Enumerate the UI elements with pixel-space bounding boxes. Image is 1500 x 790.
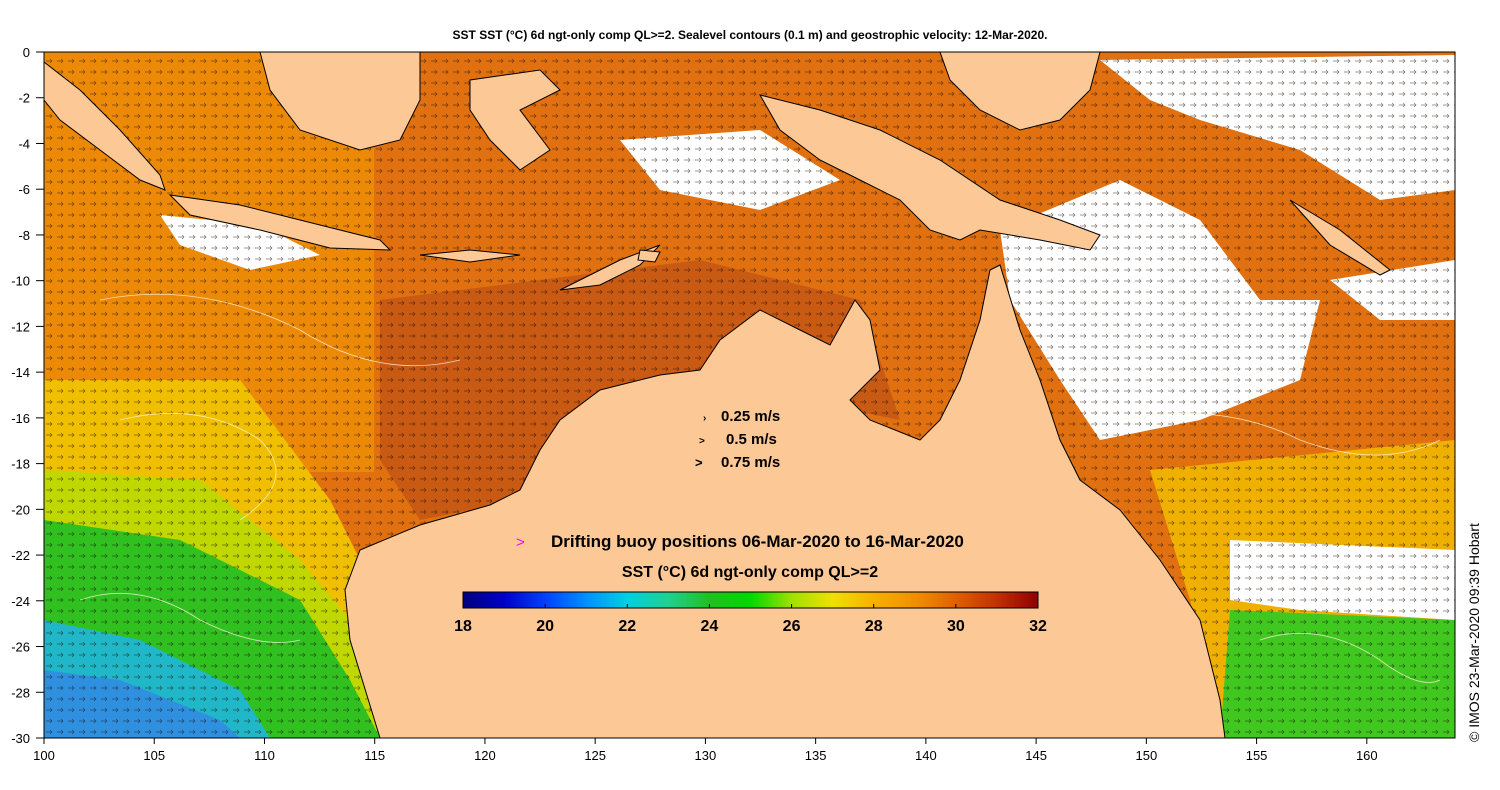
land-aru (637, 249, 661, 263)
plot-frame (43, 51, 1456, 739)
x-tick-label: 155 (1246, 748, 1268, 763)
colorbar-title: SST (°C) 6d ngt-only comp QL>=2 (622, 564, 878, 581)
y-tick-label: -26 (11, 640, 30, 655)
y-tick-label: -2 (18, 91, 30, 106)
x-tick-label: 145 (1025, 748, 1047, 763)
velocity-legend: › 0.25 m/s > 0.5 m/s > 0.75 m/s (695, 408, 780, 471)
colorbar-tick-label: 18 (454, 618, 472, 635)
land-masses (44, 52, 1391, 738)
x-tick-label: 135 (805, 748, 827, 763)
x-tick-label: 100 (33, 748, 55, 763)
land-australia (344, 264, 1226, 738)
y-tick-label: -20 (11, 502, 30, 517)
credit-text: © IMOS 23-Mar-2020 09:39 Hobart (1466, 523, 1482, 742)
y-tick-label: 0 (23, 45, 30, 60)
y-tick-label: -14 (11, 365, 30, 380)
y-tick-label: -28 (11, 685, 30, 700)
land-new-guinea-north (939, 52, 1101, 131)
x-tick-label: 150 (1135, 748, 1157, 763)
land-flores (419, 249, 521, 263)
y-tick-label: -4 (18, 136, 30, 151)
velocity-symbol-3: > (695, 455, 703, 470)
x-tick-label: 130 (695, 748, 717, 763)
x-tick-label: 160 (1356, 748, 1378, 763)
colorbar-tick-label: 26 (783, 618, 801, 635)
map-title: SST SST (°C) 6d ngt-only comp QL>=2. Sea… (452, 28, 1048, 42)
x-tick-label: 110 (254, 748, 275, 763)
colorbar-tick-label: 24 (701, 618, 719, 635)
land-new-guinea (758, 94, 1101, 251)
y-tick-label: -22 (11, 548, 30, 563)
colorbar-tick-label: 32 (1029, 618, 1047, 635)
x-axis: 100 105 110 115 120 125 130 135 140 145 150 155 160 (33, 738, 1378, 763)
x-tick-label: 120 (474, 748, 496, 763)
colorbar-tick-label: 22 (618, 618, 636, 635)
map-plot (44, 52, 1455, 738)
buoy-legend: > Drifting buoy positions 06-Mar-2020 to… (516, 532, 964, 551)
y-tick-label: -24 (11, 594, 30, 609)
x-tick-label: 105 (143, 748, 165, 763)
colorbar-tick-label: 28 (865, 618, 883, 635)
y-tick-label: -6 (18, 182, 30, 197)
velocity-symbol-2: > (699, 436, 705, 447)
sealevel-contours (79, 293, 1441, 683)
velocity-label-3: 0.75 m/s (721, 454, 780, 471)
x-tick-label: 125 (584, 748, 606, 763)
land-sumatra (44, 61, 166, 191)
colorbar: SST (°C) 6d ngt-only comp QL>=2 18 20 22 24… (454, 564, 1047, 635)
land-borneo (259, 52, 421, 151)
y-tick-label: -12 (11, 319, 30, 334)
land-solomon (1289, 199, 1391, 276)
colorbar-ticks: 18 20 22 24 26 28 30 32 (454, 604, 1047, 635)
land-java (168, 194, 392, 251)
y-tick-label: -8 (18, 228, 30, 243)
velocity-label-1: 0.25 m/s (721, 408, 780, 425)
y-axis: 0 -2 -4 -6 -8 -10 -12 -14 -16 -18 -20 -22 -24 -26 -28 -… (11, 45, 44, 746)
velocity-label-2: 0.5 m/s (726, 431, 777, 448)
y-tick-label: -16 (11, 411, 30, 426)
colorbar-tick-label: 30 (947, 618, 965, 635)
y-tick-label: -10 (11, 274, 30, 289)
x-tick-label: 140 (915, 748, 937, 763)
x-tick-label: 115 (364, 748, 385, 763)
velocity-symbol-1: › (703, 413, 706, 424)
y-tick-label: -18 (11, 457, 30, 472)
buoy-symbol: > (516, 534, 525, 551)
colorbar-scale (462, 591, 1039, 609)
y-tick-label: -30 (11, 731, 30, 746)
buoy-label: Drifting buoy positions 06-Mar-2020 to 1… (551, 532, 964, 551)
land-sulawesi (469, 69, 561, 171)
colorbar-tick-label: 20 (536, 618, 554, 635)
